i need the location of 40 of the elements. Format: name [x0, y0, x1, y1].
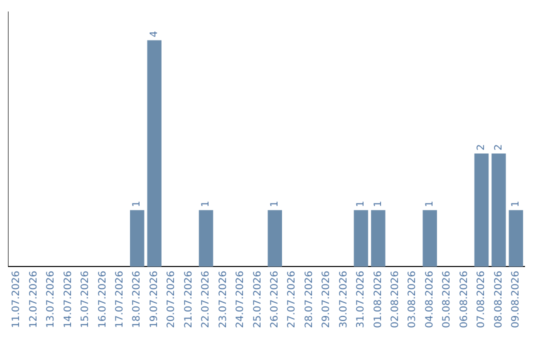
x-tick-label: 19.07.2026: [148, 270, 160, 328]
x-tick-label: 14.07.2026: [62, 270, 74, 328]
x-tick-label: 09.08.2026: [510, 270, 522, 328]
x-tick-label: 30.07.2026: [338, 270, 350, 328]
x-tick-label: 04.08.2026: [424, 270, 436, 328]
x-tick-label: 28.07.2026: [304, 270, 315, 328]
data-label: 1: [372, 200, 384, 208]
x-tick-label: 15.07.2026: [80, 270, 92, 328]
x-tick-label: 06.08.2026: [458, 270, 470, 328]
data-label: 1: [269, 200, 280, 208]
x-tick-label: 26.07.2026: [269, 270, 280, 328]
x-tick-label: 17.07.2026: [114, 270, 126, 328]
data-label: 1: [132, 200, 143, 208]
x-tick-label: 24.07.2026: [235, 270, 246, 328]
x-tick-label: 02.08.2026: [390, 270, 401, 328]
data-label: 1: [510, 200, 522, 208]
x-tick-label: 11.07.2026: [11, 270, 22, 328]
x-tick-label: 27.07.2026: [286, 270, 298, 328]
x-tick-label: 03.08.2026: [407, 270, 418, 328]
x-tick-label: 12.07.2026: [28, 270, 40, 328]
x-tick-label: 16.07.2026: [97, 270, 108, 328]
data-label: 1: [200, 200, 212, 208]
x-tick-label: 13.07.2026: [46, 270, 57, 328]
data-label: 1: [424, 200, 436, 208]
x-tick-label: 20.07.2026: [166, 270, 178, 328]
data-label: 1: [356, 200, 367, 208]
data-label: 4: [148, 30, 160, 38]
x-tick-label: 01.08.2026: [372, 270, 384, 328]
x-tick-label: 31.07.2026: [356, 270, 367, 328]
x-tick-label: 08.08.2026: [493, 270, 504, 328]
x-tick-label: 07.08.2026: [476, 270, 488, 328]
x-tick-label: 22.07.2026: [200, 270, 212, 328]
x-tick-label: 05.08.2026: [442, 270, 453, 328]
x-tick-label: 21.07.2026: [183, 270, 194, 328]
data-label: 2: [493, 144, 504, 151]
x-tick-label: 23.07.2026: [218, 270, 229, 328]
data-label: 2: [476, 144, 488, 151]
x-tick-label: 25.07.2026: [252, 270, 264, 328]
x-tick-label: 29.07.2026: [321, 270, 332, 328]
x-tick-label: 18.07.2026: [132, 270, 143, 328]
